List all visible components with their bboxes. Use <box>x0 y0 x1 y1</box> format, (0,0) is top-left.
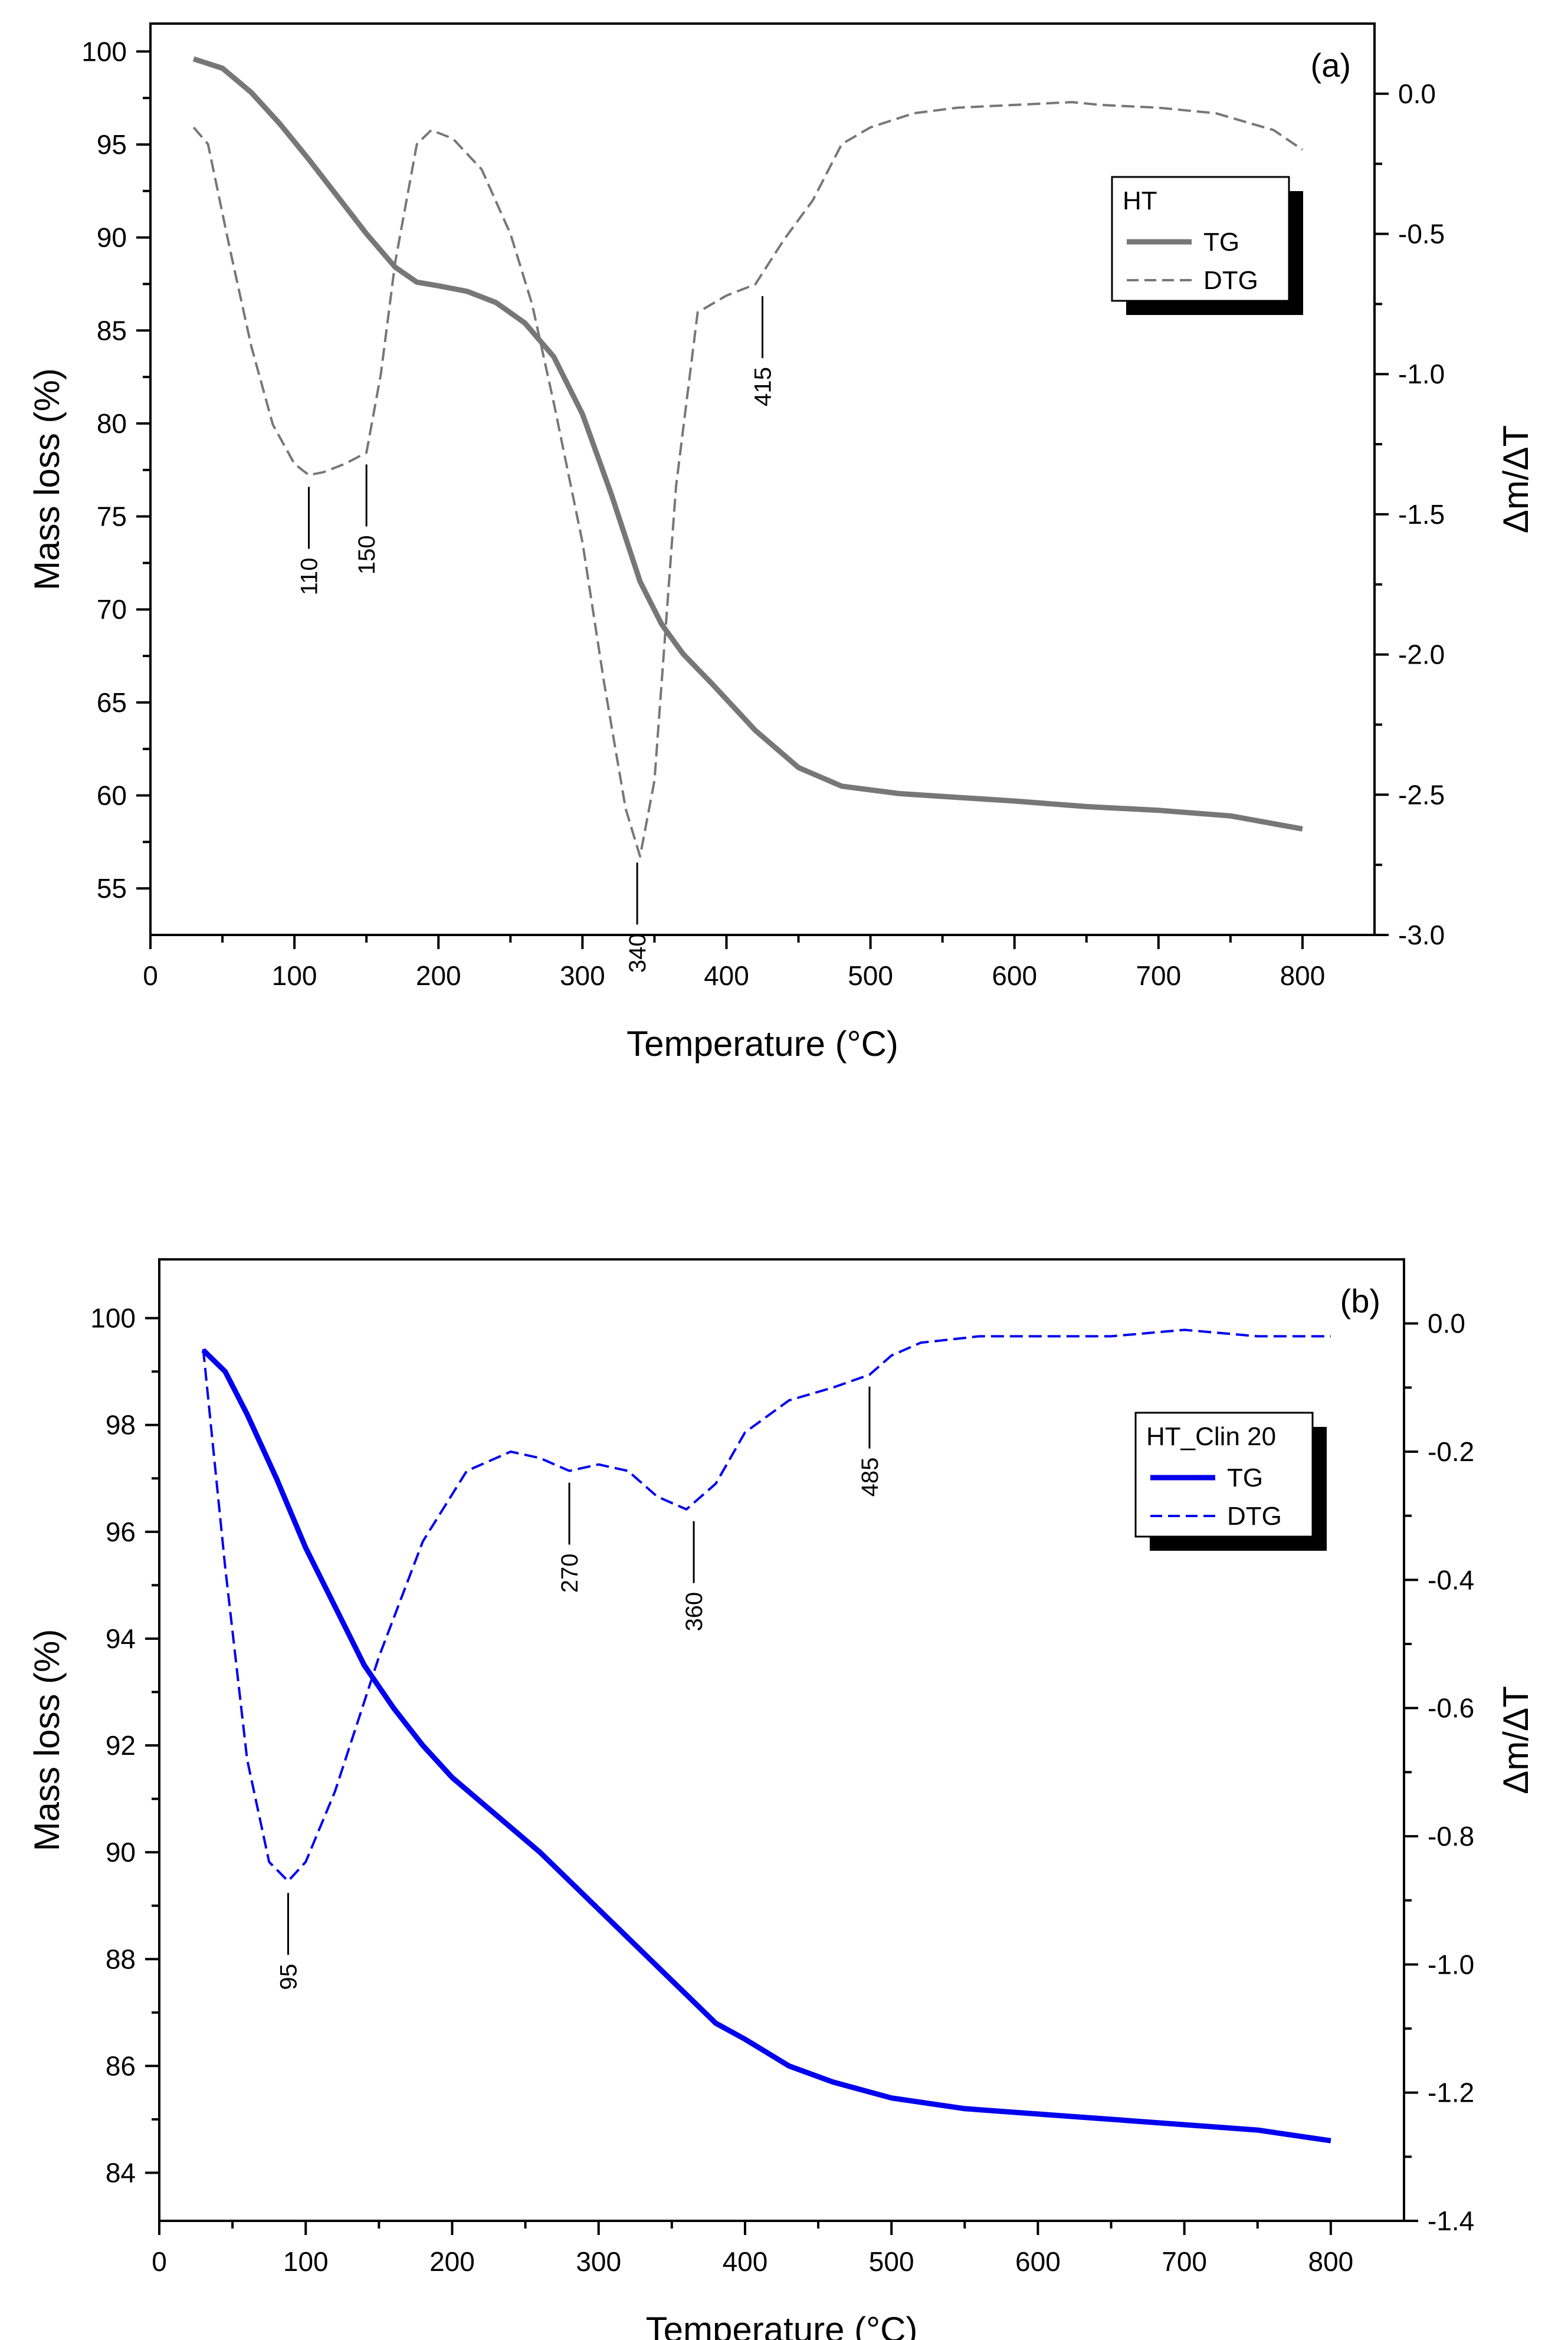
y2-tick-label: -2.0 <box>1398 639 1445 670</box>
x-tick-label: 500 <box>869 2246 914 2277</box>
peak-label: 95 <box>275 1964 301 1990</box>
y-tick-label: 80 <box>97 408 127 439</box>
y-tick-label: 60 <box>97 780 127 811</box>
peak-label: 110 <box>297 557 323 595</box>
y-tick-label: 90 <box>97 222 127 253</box>
x-tick-label: 0 <box>152 2246 167 2277</box>
legend-box <box>1134 1412 1314 1538</box>
y-tick-label: 88 <box>106 1944 136 1974</box>
x-tick-label: 200 <box>429 2246 475 2277</box>
y2-tick-label: -0.4 <box>1428 1564 1474 1595</box>
peak-label: 485 <box>857 1458 883 1497</box>
peak-label: 340 <box>625 933 651 973</box>
x-tick-label: 700 <box>1162 2246 1207 2277</box>
legend-title: HT <box>1123 186 1157 215</box>
legend-label-tg: TG <box>1227 1463 1263 1492</box>
legend-box <box>1111 176 1290 302</box>
y-tick-label: 98 <box>106 1410 136 1440</box>
y2-tick-label: -3.0 <box>1398 920 1445 950</box>
y2-tick-label: 0.0 <box>1428 1308 1465 1339</box>
y2-tick-label: -0.6 <box>1428 1693 1474 1724</box>
x-tick-label: 600 <box>1015 2246 1061 2277</box>
y2-tick-label: -1.2 <box>1428 2078 1474 2108</box>
panel-label: (a) <box>1311 47 1351 84</box>
y-tick-label: 100 <box>90 1303 136 1334</box>
y2-tick-label: -0.8 <box>1428 1821 1474 1852</box>
y2-axis-title: Δm/ΔT <box>1496 1686 1536 1794</box>
y-tick-label: 100 <box>81 36 127 67</box>
x-tick-label: 400 <box>704 960 749 991</box>
chart-panel-b: 0 100 200 300 400 500 600 700 800 84 86 88 90 92 94 96 9… <box>27 1258 1536 2340</box>
chart-panel-a: 0 100 200 300 400 500 600 700 800 55 60 65 70 75 80 85 9… <box>27 22 1536 1064</box>
y2-tick-label: -1.0 <box>1428 1949 1474 1980</box>
legend-label-dtg: DTG <box>1203 266 1258 295</box>
x-tick-label: 300 <box>560 960 605 991</box>
y-axis-title: Mass loss (%) <box>27 368 67 590</box>
series-line-tg <box>201 1348 1331 2144</box>
y-tick-label: 70 <box>97 594 127 625</box>
y2-tick-label: 0.0 <box>1398 78 1436 109</box>
x-tick-label: 400 <box>723 2246 768 2277</box>
plot-frame <box>158 1258 1405 2222</box>
y-tick-label: 90 <box>106 1837 136 1868</box>
y-tick-label: 92 <box>106 1730 136 1761</box>
y2-axis-title: Δm/ΔT <box>1496 425 1536 533</box>
plot-frame <box>149 22 1376 936</box>
series-line-dtg <box>192 101 1304 858</box>
legend-label-dtg: DTG <box>1227 1502 1282 1531</box>
y2-tick-label: -1.4 <box>1428 2206 1474 2236</box>
y-tick-label: 75 <box>97 501 127 532</box>
x-tick-label: 800 <box>1280 960 1326 991</box>
y-tick-label: 96 <box>106 1517 136 1547</box>
y2-tick-label: -2.5 <box>1398 779 1445 810</box>
y2-tick-label: -1.5 <box>1398 499 1445 530</box>
x-tick-label: 500 <box>848 960 893 991</box>
peak-label: 270 <box>557 1554 583 1593</box>
y2-tick-label: -1.0 <box>1398 359 1445 389</box>
peak-label: 150 <box>354 535 380 575</box>
x-tick-label: 100 <box>272 960 317 991</box>
x-tick-label: 100 <box>283 2246 329 2277</box>
y-tick-label: 55 <box>97 873 127 904</box>
y2-tick-label: -0.2 <box>1428 1436 1474 1467</box>
x-tick-label: 700 <box>1136 960 1181 991</box>
series-line-tg <box>192 56 1303 832</box>
y-tick-label: 65 <box>97 687 127 718</box>
legend-label-tg: TG <box>1203 228 1239 257</box>
y-tick-label: 86 <box>106 2050 136 2081</box>
y-axis-title: Mass loss (%) <box>27 1629 67 1852</box>
y-tick-label: 85 <box>97 315 127 346</box>
y-tick-label: 94 <box>106 1623 136 1654</box>
y-tick-label: 84 <box>106 2158 136 2188</box>
peak-label: 415 <box>750 367 776 406</box>
panel-label: (b) <box>1340 1282 1380 1320</box>
legend-title: HT_Clin 20 <box>1146 1422 1276 1451</box>
x-tick-label: 200 <box>416 960 461 991</box>
x-tick-label: 0 <box>143 960 158 991</box>
y-tick-label: 95 <box>97 129 127 160</box>
x-axis-title: Temperature (°C) <box>646 2310 918 2340</box>
x-axis-title: Temperature (°C) <box>626 1024 898 1064</box>
x-tick-label: 300 <box>576 2246 621 2277</box>
y2-tick-label: -0.5 <box>1398 219 1445 250</box>
x-tick-label: 800 <box>1308 2246 1354 2277</box>
x-tick-label: 600 <box>992 960 1037 991</box>
peak-label: 360 <box>681 1592 707 1632</box>
